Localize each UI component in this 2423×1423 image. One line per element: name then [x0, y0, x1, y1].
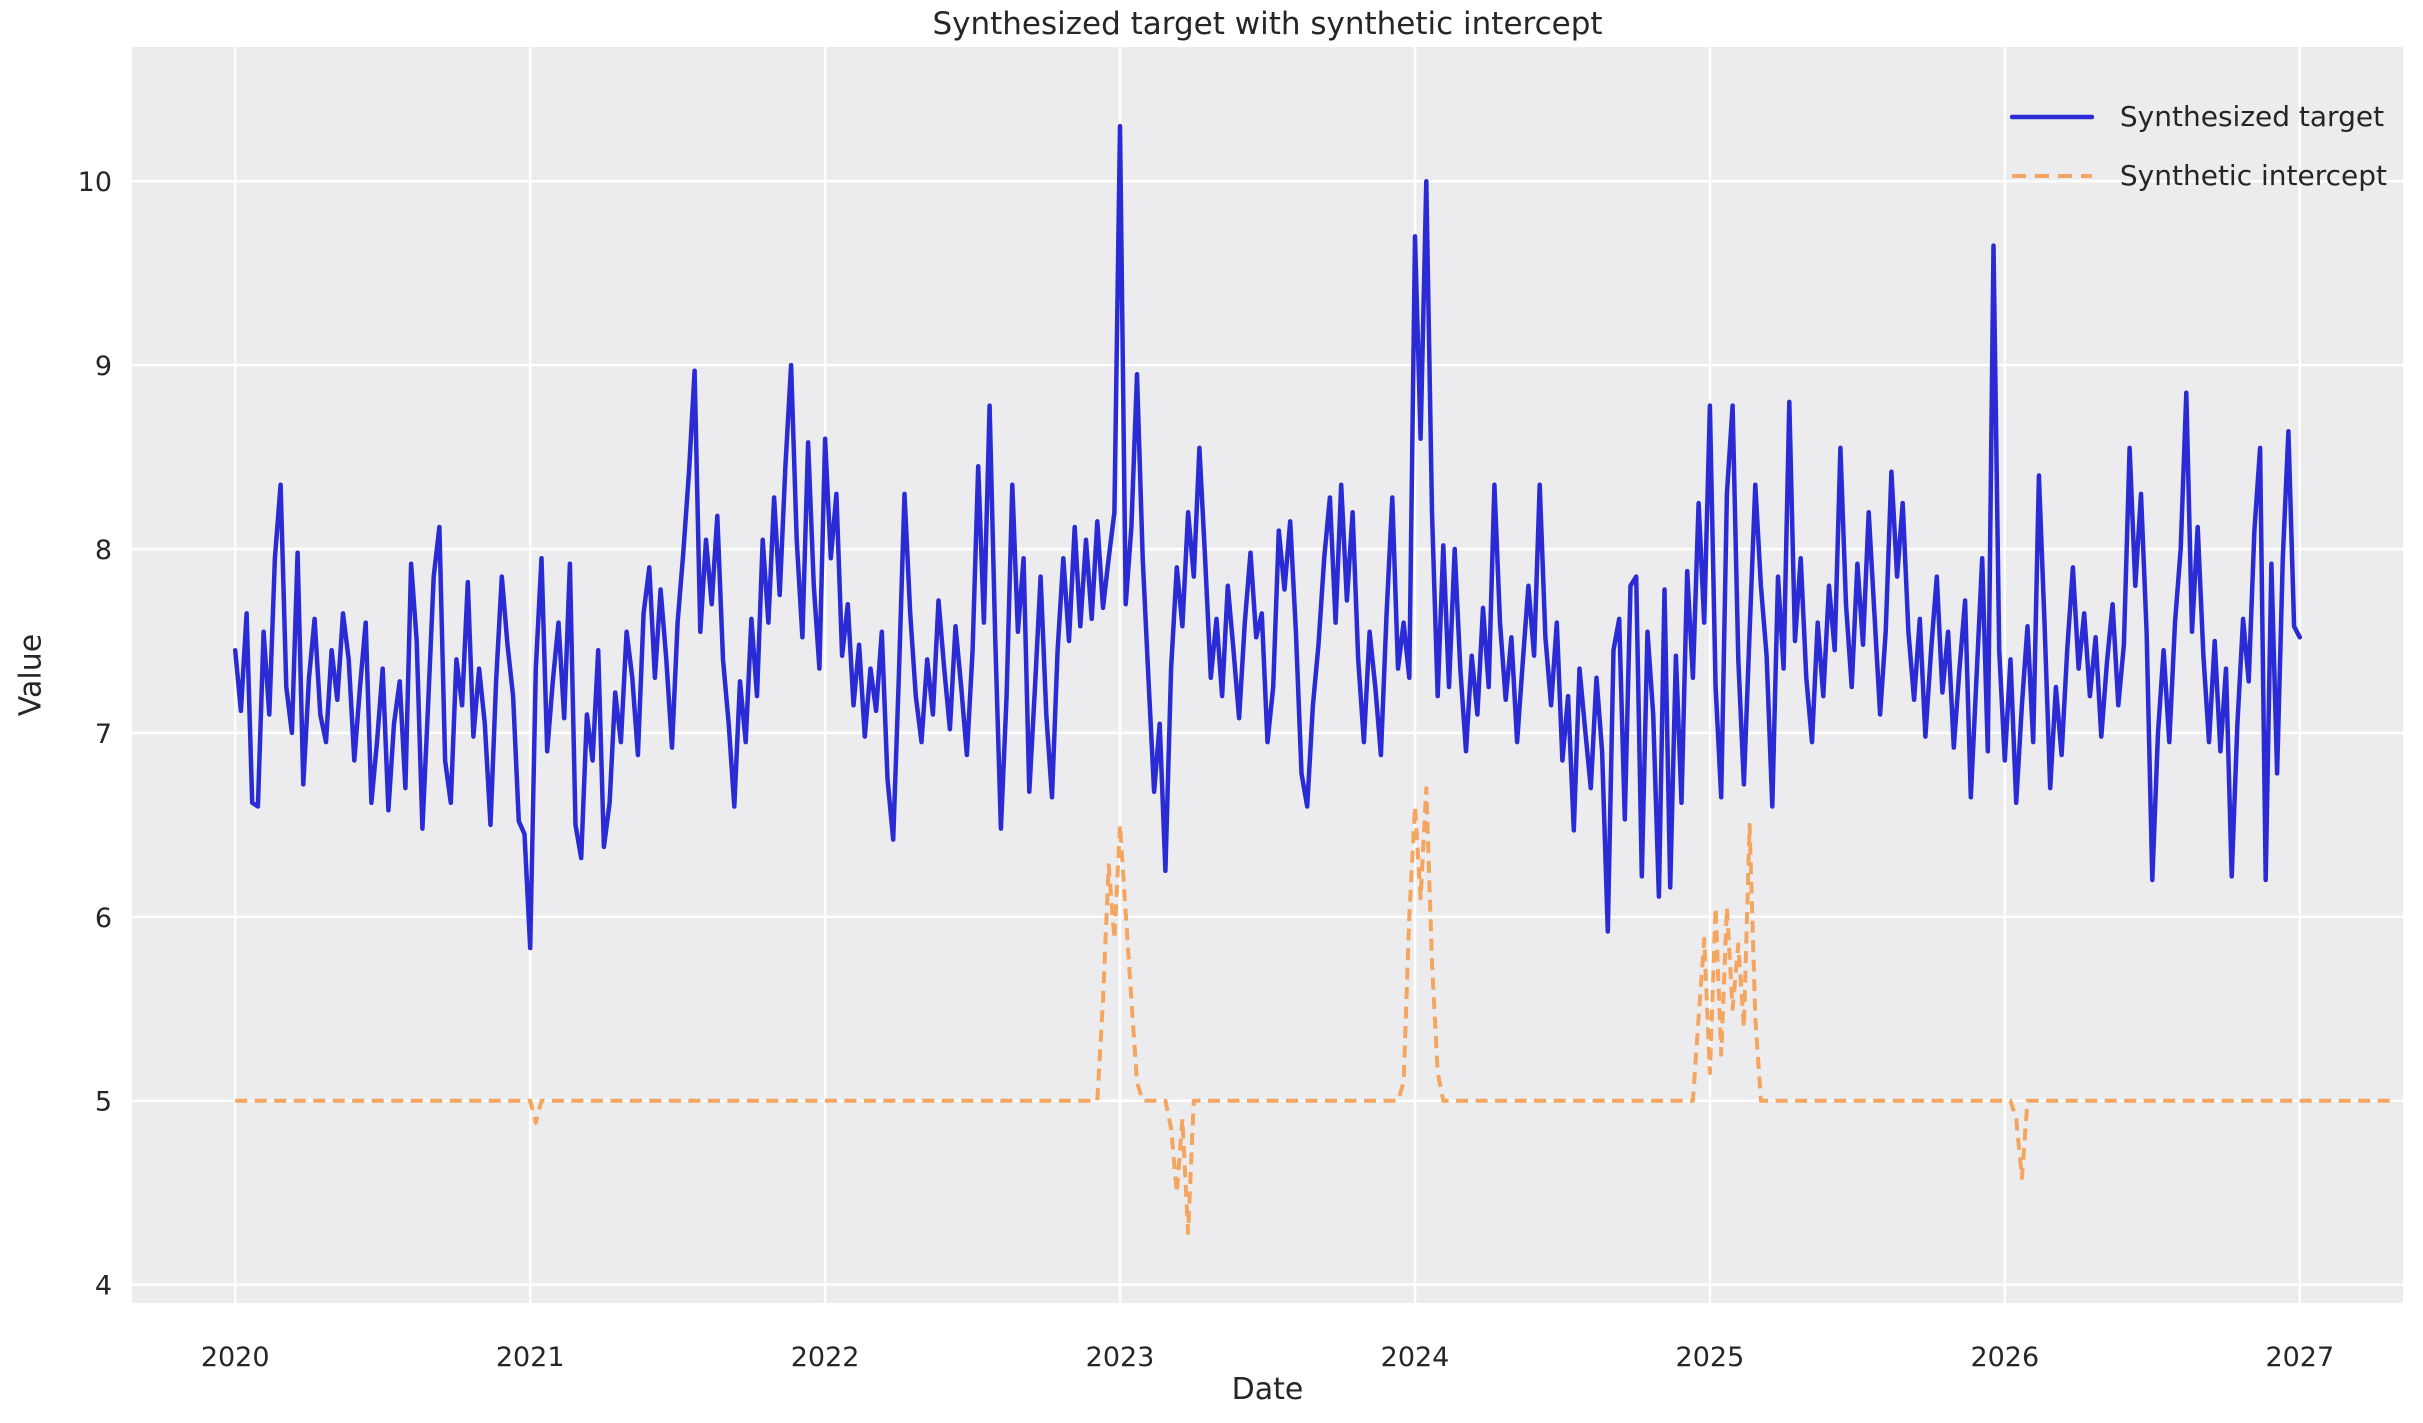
x-tick-label: 2022	[791, 1342, 860, 1373]
legend-solid-line-swatch	[2009, 114, 2094, 119]
legend: Synthesized target Synthetic intercept	[2009, 94, 2387, 198]
y-tick-label: 8	[95, 535, 112, 566]
y-tick-label: 5	[95, 1087, 112, 1118]
y-tick-label: 10	[78, 167, 112, 198]
x-tick-label: 2024	[1381, 1342, 1450, 1373]
x-tick-label: 2021	[496, 1342, 565, 1373]
x-axis-label: Date	[1231, 1372, 1304, 1407]
x-tick-label: 2023	[1086, 1342, 1155, 1373]
legend-item-synthesized-target: Synthesized target	[2009, 94, 2387, 139]
legend-item-synthetic-intercept: Synthetic intercept	[2010, 153, 2387, 198]
legend-dashed-line-swatch	[2011, 173, 2092, 178]
legend-label-synthesized-target: Synthesized target	[2119, 100, 2385, 133]
synthesized-target-line	[232, 123, 2303, 951]
y-tick-label: 7	[95, 719, 112, 750]
x-tick-label: 2020	[201, 1342, 270, 1373]
y-tick-label: 9	[95, 351, 112, 382]
x-tick-label: 2025	[1676, 1342, 1745, 1373]
y-tick-label: 6	[95, 903, 112, 934]
x-tick-label: 2027	[2265, 1342, 2334, 1373]
legend-label-synthetic-intercept: Synthetic intercept	[2119, 159, 2387, 192]
x-tick-label: 2026	[1970, 1342, 2039, 1373]
y-tick-label: 4	[95, 1271, 112, 1302]
synthetic-intercept-line	[235, 786, 2391, 1236]
y-axis-label: Value	[13, 633, 49, 717]
chart-title: Synthesized target with synthetic interc…	[932, 6, 1603, 42]
